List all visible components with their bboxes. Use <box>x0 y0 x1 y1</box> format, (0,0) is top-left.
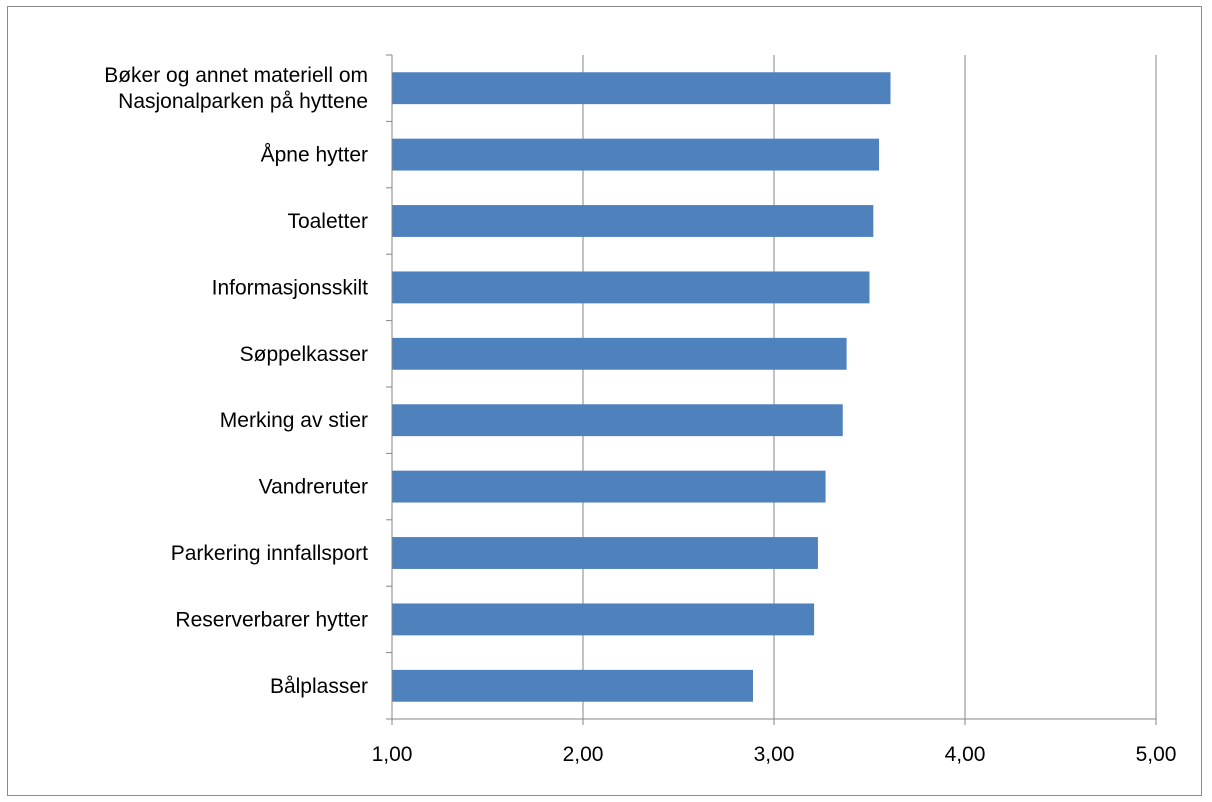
category-label: Merking av stier <box>220 409 368 432</box>
category-label-line: Vandreruter <box>259 476 368 499</box>
category-label: Bålplasser <box>270 675 368 698</box>
category-label-line: Parkering innfallsport <box>171 542 368 565</box>
category-label-line: Bålplasser <box>270 675 368 698</box>
category-label: Toaletter <box>287 210 368 233</box>
category-labels: Bøker og annet materiell om Nasjonalparke… <box>104 64 368 698</box>
x-tick-label: 3,00 <box>754 743 795 766</box>
category-label-line: Reserverbarer hytter <box>175 608 368 631</box>
bar <box>392 72 891 105</box>
x-tick-label: 5,00 <box>1136 743 1177 766</box>
category-label-line: Søppelkasser <box>240 343 368 366</box>
bar <box>392 337 847 370</box>
axes <box>386 54 1157 725</box>
bars <box>392 72 891 702</box>
bar <box>392 271 870 304</box>
category-label-line: Bøker og annet materiell om <box>104 64 368 87</box>
x-tick-labels: 1,00 2,00 3,00 4,00 5,00 <box>372 743 1177 766</box>
category-label: Åpne hytter <box>261 144 368 167</box>
category-label-line: Nasjonalparken på hyttene <box>118 90 368 113</box>
bar <box>392 138 880 171</box>
x-tick-label: 2,00 <box>563 743 604 766</box>
bar-chart: Bøker og annet materiell om Nasjonalparke… <box>104 54 1177 766</box>
category-label: Søppelkasser <box>240 343 368 366</box>
category-label: Reserverbarer hytter <box>175 608 368 631</box>
category-label: Bøker og annet materiell om Nasjonalparke… <box>104 64 368 113</box>
bar <box>392 205 874 237</box>
bar <box>392 537 818 569</box>
bar <box>392 470 826 503</box>
category-label-line: Informasjonsskilt <box>212 276 369 299</box>
category-label-line: Åpne hytter <box>261 144 368 167</box>
category-label-line: Merking av stier <box>220 409 368 432</box>
x-tick-label: 1,00 <box>372 743 413 766</box>
bar <box>392 603 815 636</box>
category-label: Vandreruter <box>259 476 368 499</box>
bar <box>392 404 843 437</box>
x-tick-label: 4,00 <box>945 743 986 766</box>
bar <box>392 669 753 702</box>
category-label-line: Toaletter <box>287 210 368 233</box>
category-label: Informasjonsskilt <box>212 276 369 299</box>
category-label: Parkering innfallsport <box>171 542 368 565</box>
chart-frame: Bøker og annet materiell om Nasjonalparke… <box>7 6 1202 796</box>
